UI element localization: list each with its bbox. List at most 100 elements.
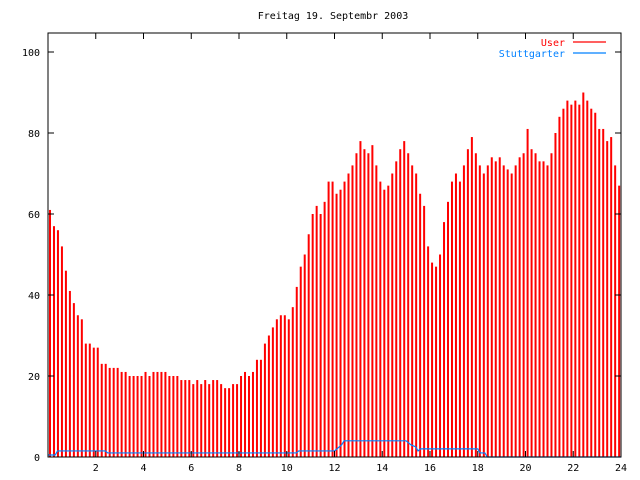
x-tick-label: 12 (328, 463, 340, 474)
user-bar (52, 226, 55, 457)
user-bar (446, 201, 449, 457)
x-tick-label: 14 (376, 463, 388, 474)
user-bar (550, 153, 553, 457)
user-bar (116, 367, 119, 457)
user-bar (339, 189, 342, 457)
user-bar (502, 165, 505, 457)
user-bar (311, 214, 314, 457)
user-bar (315, 205, 318, 457)
user-bar (279, 315, 282, 457)
user-bar (80, 319, 83, 457)
user-bar (578, 104, 581, 458)
user-bar (72, 303, 75, 457)
user-bar (570, 104, 573, 458)
user-bar (64, 270, 67, 457)
user-bar (347, 173, 350, 457)
user-bar (486, 165, 489, 457)
x-tick-label: 6 (188, 463, 194, 474)
user-bar (96, 347, 99, 457)
stuttgarter-line (48, 440, 621, 458)
user-bar (566, 100, 569, 457)
user-bar (319, 214, 322, 457)
user-bar (327, 181, 330, 457)
user-bar (68, 290, 71, 457)
user-bar (439, 254, 442, 457)
user-bar (470, 137, 473, 458)
user-bar (478, 165, 481, 457)
user-bar (594, 112, 597, 457)
user-bar (359, 141, 362, 457)
y-tick-label: 60 (28, 210, 40, 221)
user-bar (160, 371, 163, 457)
user-bar (435, 266, 438, 457)
x-tick-label: 18 (472, 463, 484, 474)
x-tick-label: 8 (236, 463, 242, 474)
user-bar (104, 363, 107, 457)
user-bar (574, 100, 577, 457)
user-bar (498, 157, 501, 458)
user-bar (259, 359, 262, 457)
y-tick-label: 100 (22, 48, 40, 59)
user-bar (88, 343, 91, 457)
user-bar (204, 380, 207, 457)
stuttgarter-line-group (48, 440, 621, 458)
user-bar (606, 141, 609, 457)
user-bar (558, 116, 561, 458)
user-bar (450, 181, 453, 457)
user-bar (590, 108, 593, 457)
user-bar (184, 380, 187, 457)
user-bar (136, 376, 139, 457)
user-bar (132, 376, 135, 457)
user-bar (331, 181, 334, 457)
user-bar (100, 363, 103, 457)
user-bar (200, 384, 203, 457)
user-bar (371, 145, 374, 457)
user-bar (192, 384, 195, 457)
user-bar (196, 380, 199, 457)
user-bar (379, 181, 382, 457)
legend-label-stuttgarter: Stuttgarter (499, 49, 565, 60)
user-bar (124, 371, 127, 457)
user-bar (514, 165, 517, 457)
user-bar (144, 371, 147, 457)
user-bar (263, 343, 266, 457)
user-bar (466, 149, 469, 457)
user-bar (610, 137, 613, 458)
user-bars (49, 92, 621, 458)
user-bar (526, 128, 529, 457)
user-bar (383, 189, 386, 457)
user-bar (168, 376, 171, 457)
user-bar (60, 246, 63, 457)
y-tick-label: 0 (34, 453, 40, 464)
user-bar (247, 376, 250, 457)
user-bar (363, 149, 366, 457)
user-bar (228, 388, 231, 457)
x-tick-label: 10 (281, 463, 293, 474)
user-bar (562, 108, 565, 457)
user-bar (56, 230, 59, 457)
user-bar (148, 376, 151, 457)
y-tick-label: 40 (28, 291, 40, 302)
user-bar (419, 193, 422, 457)
user-bar (152, 371, 155, 457)
y-axis: 0 20 40 60 80 100 (22, 48, 621, 464)
x-tick-label: 2 (93, 463, 99, 474)
user-bar (534, 153, 537, 457)
user-bar (614, 165, 617, 457)
y-tick-label: 80 (28, 129, 40, 140)
user-bar (546, 165, 549, 457)
user-bar (92, 347, 95, 457)
user-bar (76, 315, 79, 457)
user-bar (395, 161, 398, 457)
user-bar (244, 371, 247, 457)
user-bar (299, 266, 302, 457)
user-bar (367, 153, 370, 457)
user-bar (216, 380, 219, 457)
x-tick-label: 24 (615, 463, 627, 474)
user-bar (251, 371, 254, 457)
user-bar (618, 185, 621, 457)
user-bar (275, 319, 278, 457)
user-bar (411, 165, 414, 457)
x-tick-label: 22 (567, 463, 579, 474)
